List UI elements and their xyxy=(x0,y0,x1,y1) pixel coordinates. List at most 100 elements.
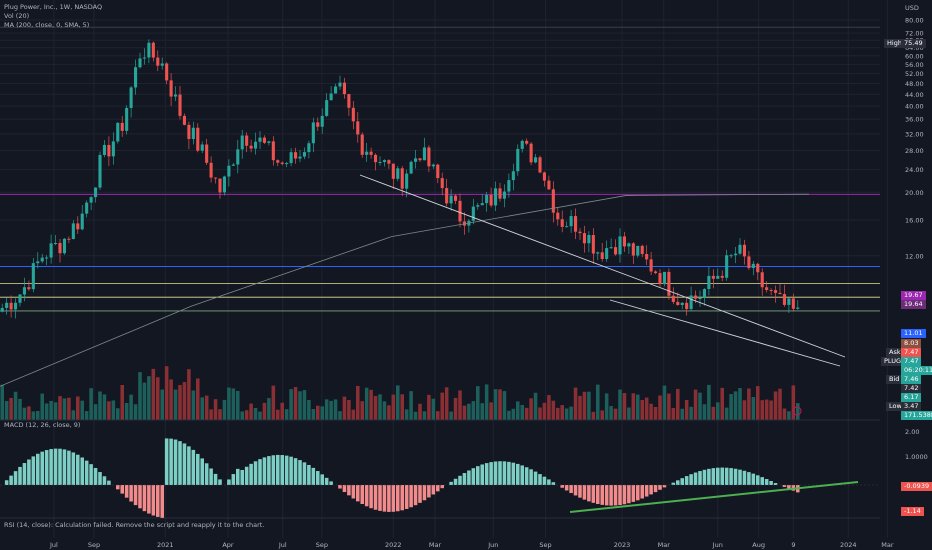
macd-histogram-bar xyxy=(196,453,200,485)
candle-body xyxy=(534,157,538,163)
y-axis-tick-label: 72.00 xyxy=(905,30,924,38)
macd-histogram-bar xyxy=(178,441,182,485)
volume-bar xyxy=(507,410,511,420)
currency-label[interactable]: USD xyxy=(905,4,919,12)
macd-histogram-bar xyxy=(373,485,378,510)
candle-body xyxy=(591,235,595,254)
volume-bar xyxy=(316,405,320,420)
candle-body xyxy=(36,261,40,264)
volume-bar xyxy=(751,396,756,420)
macd-histogram-bar xyxy=(573,485,578,496)
y-axis-tick-label: 16.00 xyxy=(905,217,924,225)
macd-histogram-bar xyxy=(22,463,27,485)
candle-body xyxy=(369,151,373,155)
volume-bar xyxy=(520,404,524,420)
volume-bar xyxy=(436,411,440,420)
candle-body xyxy=(125,107,129,131)
volume-bar xyxy=(604,393,609,420)
candle-body xyxy=(698,297,702,299)
macd-indicator-label[interactable]: MACD (12, 26, close, 9) xyxy=(4,421,81,429)
x-axis-tick-label: Apr xyxy=(222,541,234,549)
candle-body xyxy=(40,257,44,262)
macd-histogram-bar xyxy=(453,478,458,485)
macd-histogram-bar xyxy=(71,452,76,485)
low-price-label: 3.47 xyxy=(901,402,922,411)
volume-bar xyxy=(53,402,58,420)
macd-histogram-bar xyxy=(524,467,529,485)
candle-body xyxy=(489,194,493,206)
candle-body xyxy=(658,273,662,285)
volume-bar xyxy=(267,398,271,420)
volume-bar xyxy=(396,385,400,420)
volume-bar xyxy=(782,408,787,420)
blue-level-label: 11.01 xyxy=(901,329,926,338)
candle-body xyxy=(134,67,138,88)
macd-histogram-bar xyxy=(289,456,293,485)
volume-bar xyxy=(587,391,591,420)
candle-body xyxy=(356,121,360,135)
candle-body xyxy=(325,100,329,116)
candle-body xyxy=(427,147,431,167)
earnings-badge-icon xyxy=(792,406,802,416)
volume-bar xyxy=(378,394,382,420)
candle-body xyxy=(267,141,271,143)
volume-bar xyxy=(280,402,284,420)
candle-body xyxy=(685,302,689,310)
candle-body xyxy=(769,290,773,292)
candle-body xyxy=(138,58,142,68)
high-tag: High xyxy=(884,39,905,48)
candle-body xyxy=(765,287,769,291)
candle-body xyxy=(436,164,440,179)
grey-level-label: 19.64 xyxy=(901,300,926,309)
ma-indicator-label[interactable]: MA (200, close, 0, SMA, 5) xyxy=(4,21,90,29)
volume-bar xyxy=(204,395,209,420)
x-axis-tick-label: 2022 xyxy=(385,541,402,549)
rsi-indicator-label[interactable]: RSI (14, close): Calculation failed. Rem… xyxy=(4,521,265,529)
macd-histogram-bar xyxy=(680,478,684,485)
volume-bar xyxy=(391,394,396,420)
macd-histogram-bar xyxy=(244,466,249,485)
volume-bar xyxy=(31,411,36,420)
volume-bar xyxy=(293,387,298,420)
macd-histogram-bar xyxy=(658,485,662,490)
candle-body xyxy=(729,255,733,257)
candle-body xyxy=(520,140,524,149)
volume-bar xyxy=(551,400,556,420)
macd-histogram-bar xyxy=(102,476,107,485)
macd-histogram-bar xyxy=(138,485,142,509)
volume-bar xyxy=(236,390,240,420)
candle-body xyxy=(702,289,706,298)
candle-body xyxy=(547,180,551,190)
macd-histogram-bar xyxy=(507,461,511,485)
candle-body xyxy=(667,271,671,296)
macd-histogram-bar xyxy=(427,485,431,498)
volume-bar xyxy=(453,397,458,420)
volume-bar xyxy=(476,386,480,420)
ask-price-label: 7.47 xyxy=(901,348,922,357)
volume-bar xyxy=(627,407,631,420)
candle-body xyxy=(476,205,480,207)
macd-histogram-bar xyxy=(156,485,160,517)
volume-bar xyxy=(644,397,649,420)
candle-body xyxy=(560,219,564,227)
volume-indicator-label[interactable]: Vol (20) xyxy=(4,12,30,20)
volume-bar xyxy=(116,408,120,420)
volume-bar xyxy=(44,403,49,420)
y-axis-tick-label: 20.00 xyxy=(905,189,924,197)
macd-histogram-bar xyxy=(227,479,231,485)
macd-histogram-bar xyxy=(164,438,169,485)
volume-bar xyxy=(151,368,156,420)
candle-body xyxy=(756,263,760,273)
macd-histogram-bar xyxy=(684,476,689,485)
macd-histogram-bar xyxy=(782,485,787,487)
candle-body xyxy=(120,122,124,131)
macd-histogram-bar xyxy=(231,474,236,485)
candle-body xyxy=(600,252,604,260)
macd-histogram-bar xyxy=(9,475,13,485)
level-6-17-label: 6.17 xyxy=(901,393,922,402)
candle-body xyxy=(191,127,195,139)
macd-histogram-bar xyxy=(191,449,196,485)
candle-body xyxy=(249,145,253,149)
